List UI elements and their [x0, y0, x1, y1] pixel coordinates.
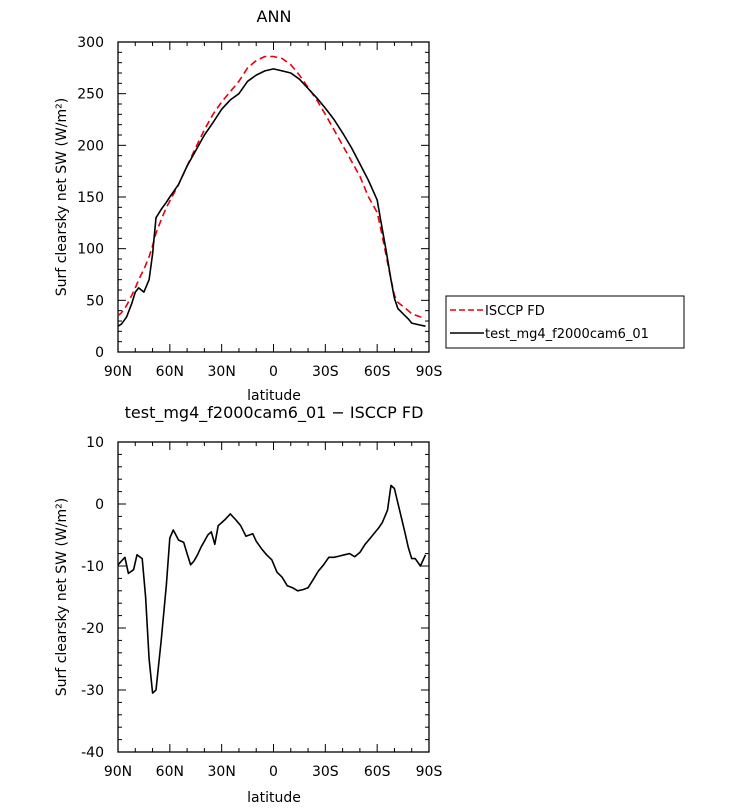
- y-tick-label: -10: [81, 559, 104, 575]
- x-tick-label: 90N: [104, 364, 132, 380]
- bottom-panel-title: test_mg4_f2000cam6_01 − ISCCP FD: [125, 403, 424, 423]
- x-tick-label: 0: [269, 364, 278, 380]
- x-tick-label: 0: [269, 764, 278, 780]
- bottom-x-axis-label: latitude: [247, 790, 301, 806]
- series-line-0-0: [117, 55, 426, 319]
- legend: ISCCP FD test_mg4_f2000cam6_01: [445, 295, 685, 349]
- x-tick-label: 60N: [156, 364, 184, 380]
- x-tick-label: 30N: [208, 764, 236, 780]
- y-tick-label: -30: [81, 683, 104, 699]
- top-y-axis-label: Surf clearsky net SW (W/m²): [54, 98, 70, 296]
- y-tick-label: -20: [81, 621, 104, 637]
- top-panel: ANN 90N 60N 30N 0 30S 60S 90S 0 50 100 150 200 250 30…: [54, 7, 685, 404]
- series-line-1-0: [117, 484, 427, 694]
- y-tick-label: 0: [95, 345, 104, 361]
- top-series-lines: [117, 55, 426, 327]
- x-tick-label: 30N: [208, 364, 236, 380]
- legend-box: [445, 295, 685, 349]
- top-x-axis-label: latitude: [247, 388, 301, 404]
- y-tick-label: 300: [77, 35, 104, 51]
- bottom-panel: test_mg4_f2000cam6_01 − ISCCP FD 90N 60N 3…: [54, 403, 442, 806]
- y-tick-label: 0: [95, 497, 104, 513]
- x-tick-label: 30S: [312, 764, 339, 780]
- bottom-series-lines: [117, 484, 427, 694]
- x-tick-label: 60S: [364, 764, 391, 780]
- bottom-axis-ticks: 90N 60N 30N 0 30S 60S 90S -40 -30 -20 -10 0 10: [81, 435, 442, 780]
- series-line-0-1: [117, 68, 426, 327]
- x-tick-label: 60N: [156, 764, 184, 780]
- x-tick-label: 90S: [416, 764, 443, 780]
- x-tick-label: 30S: [312, 364, 339, 380]
- x-tick-label: 90N: [104, 764, 132, 780]
- y-tick-label: 250: [77, 87, 104, 103]
- x-tick-label: 60S: [364, 364, 391, 380]
- y-tick-label: 200: [77, 138, 104, 154]
- top-panel-title: ANN: [257, 7, 292, 26]
- bottom-y-axis-label: Surf clearsky net SW (W/m²): [54, 498, 70, 696]
- y-tick-label: 150: [77, 190, 104, 206]
- top-plot-frame: [117, 41, 430, 353]
- y-tick-label: -40: [81, 745, 104, 761]
- y-tick-label: 100: [77, 242, 104, 258]
- y-tick-label: 50: [86, 293, 104, 309]
- x-tick-label: 90S: [416, 364, 443, 380]
- top-axis-ticks: 90N 60N 30N 0 30S 60S 90S 0 50 100 150 200 250 300: [77, 35, 442, 380]
- legend-label-isccp: ISCCP FD: [485, 304, 545, 319]
- legend-label-model: test_mg4_f2000cam6_01: [485, 327, 649, 342]
- y-tick-label: 10: [86, 435, 104, 451]
